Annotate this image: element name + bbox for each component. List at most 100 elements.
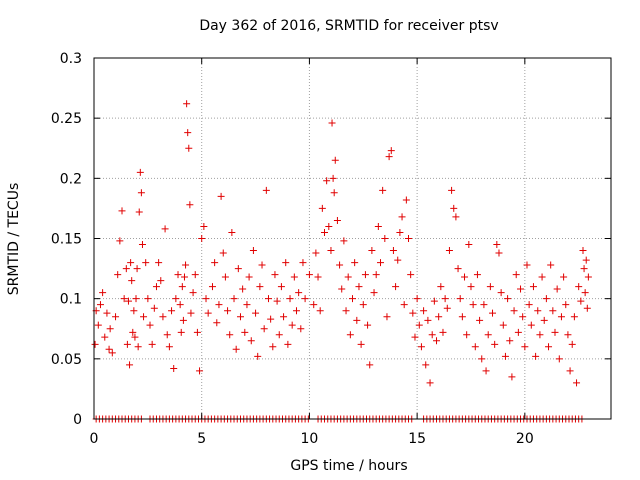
data-point [312,249,320,257]
data-point [374,222,382,230]
data-point [282,259,290,267]
data-point [330,189,338,197]
data-point [267,315,275,323]
axis-ticks [93,57,611,420]
x-axis-label: GPS time / hours [290,458,407,474]
data-point [328,119,336,127]
data-point [122,265,130,273]
data-point [430,297,438,305]
x-tick-label: 10 [301,431,319,447]
data-point [189,289,197,297]
data-point [130,307,138,315]
y-tick-label: 0.25 [51,111,82,127]
data-point [389,247,397,255]
data-point [196,367,204,375]
data-point [101,333,109,341]
data-point [163,331,171,339]
data-point [327,247,335,255]
data-point [204,309,212,317]
y-tick-label: 0 [73,412,82,428]
data-point [286,295,294,303]
data-point [506,337,514,345]
data-point [437,283,445,291]
data-point [519,313,527,321]
data-point [264,295,272,303]
data-point [277,283,285,291]
data-point [351,259,359,267]
data-point [200,222,208,230]
data-point [290,273,298,281]
data-point [568,340,576,348]
data-point [497,289,505,297]
data-point [424,316,432,324]
data-point [127,259,135,267]
data-point [208,283,216,291]
data-point [529,283,537,291]
data-point [258,261,266,269]
data-point [91,340,99,348]
data-point [469,301,477,309]
data-point [230,295,238,303]
data-point [441,295,449,303]
data-point [555,355,563,363]
data-point [323,177,331,185]
data-point [316,307,324,315]
data-point [478,355,486,363]
chart-title: Day 362 of 2016, SRMTID for receiver pts… [199,18,498,34]
data-point [491,340,499,348]
data-point [310,301,318,309]
x-tick-label: 20 [516,431,534,447]
data-point [557,313,565,321]
data-point [252,309,260,317]
data-point [361,271,369,279]
data-point [126,361,134,369]
data-points [91,100,592,423]
data-point [383,313,391,321]
data-point [301,295,309,303]
data-point [583,304,591,312]
data-point [177,328,185,336]
data-point [523,261,531,269]
data-point [452,213,460,221]
data-point [417,343,425,351]
data-point [359,301,367,309]
data-point [525,301,533,309]
data-point [221,273,229,281]
data-point [357,340,365,348]
data-point [202,295,210,303]
data-point [179,316,187,324]
grid [94,58,611,419]
data-point [450,204,458,212]
data-point [254,352,262,360]
data-point [573,379,581,387]
data-point [137,189,145,197]
data-point [346,331,354,339]
data-point [155,259,163,267]
data-point [405,235,413,242]
data-point [134,343,142,351]
data-point [422,361,430,369]
data-point [333,216,341,224]
data-point [448,186,456,194]
data-point [577,297,585,305]
data-point [342,307,350,315]
data-point [527,321,535,329]
data-point [314,273,322,281]
data-point [170,364,178,372]
data-point [236,313,244,321]
data-point [579,247,587,255]
data-point [108,349,116,357]
data-point [211,259,219,267]
data-point [256,283,264,291]
data-point [465,241,473,249]
data-point [489,309,497,317]
data-point [372,271,380,279]
data-point [128,277,136,285]
data-point [512,271,520,279]
data-point [114,271,122,279]
data-point [366,361,374,369]
data-point [193,328,201,336]
data-point [547,261,555,269]
data-point [131,333,139,341]
data-point [217,192,225,200]
